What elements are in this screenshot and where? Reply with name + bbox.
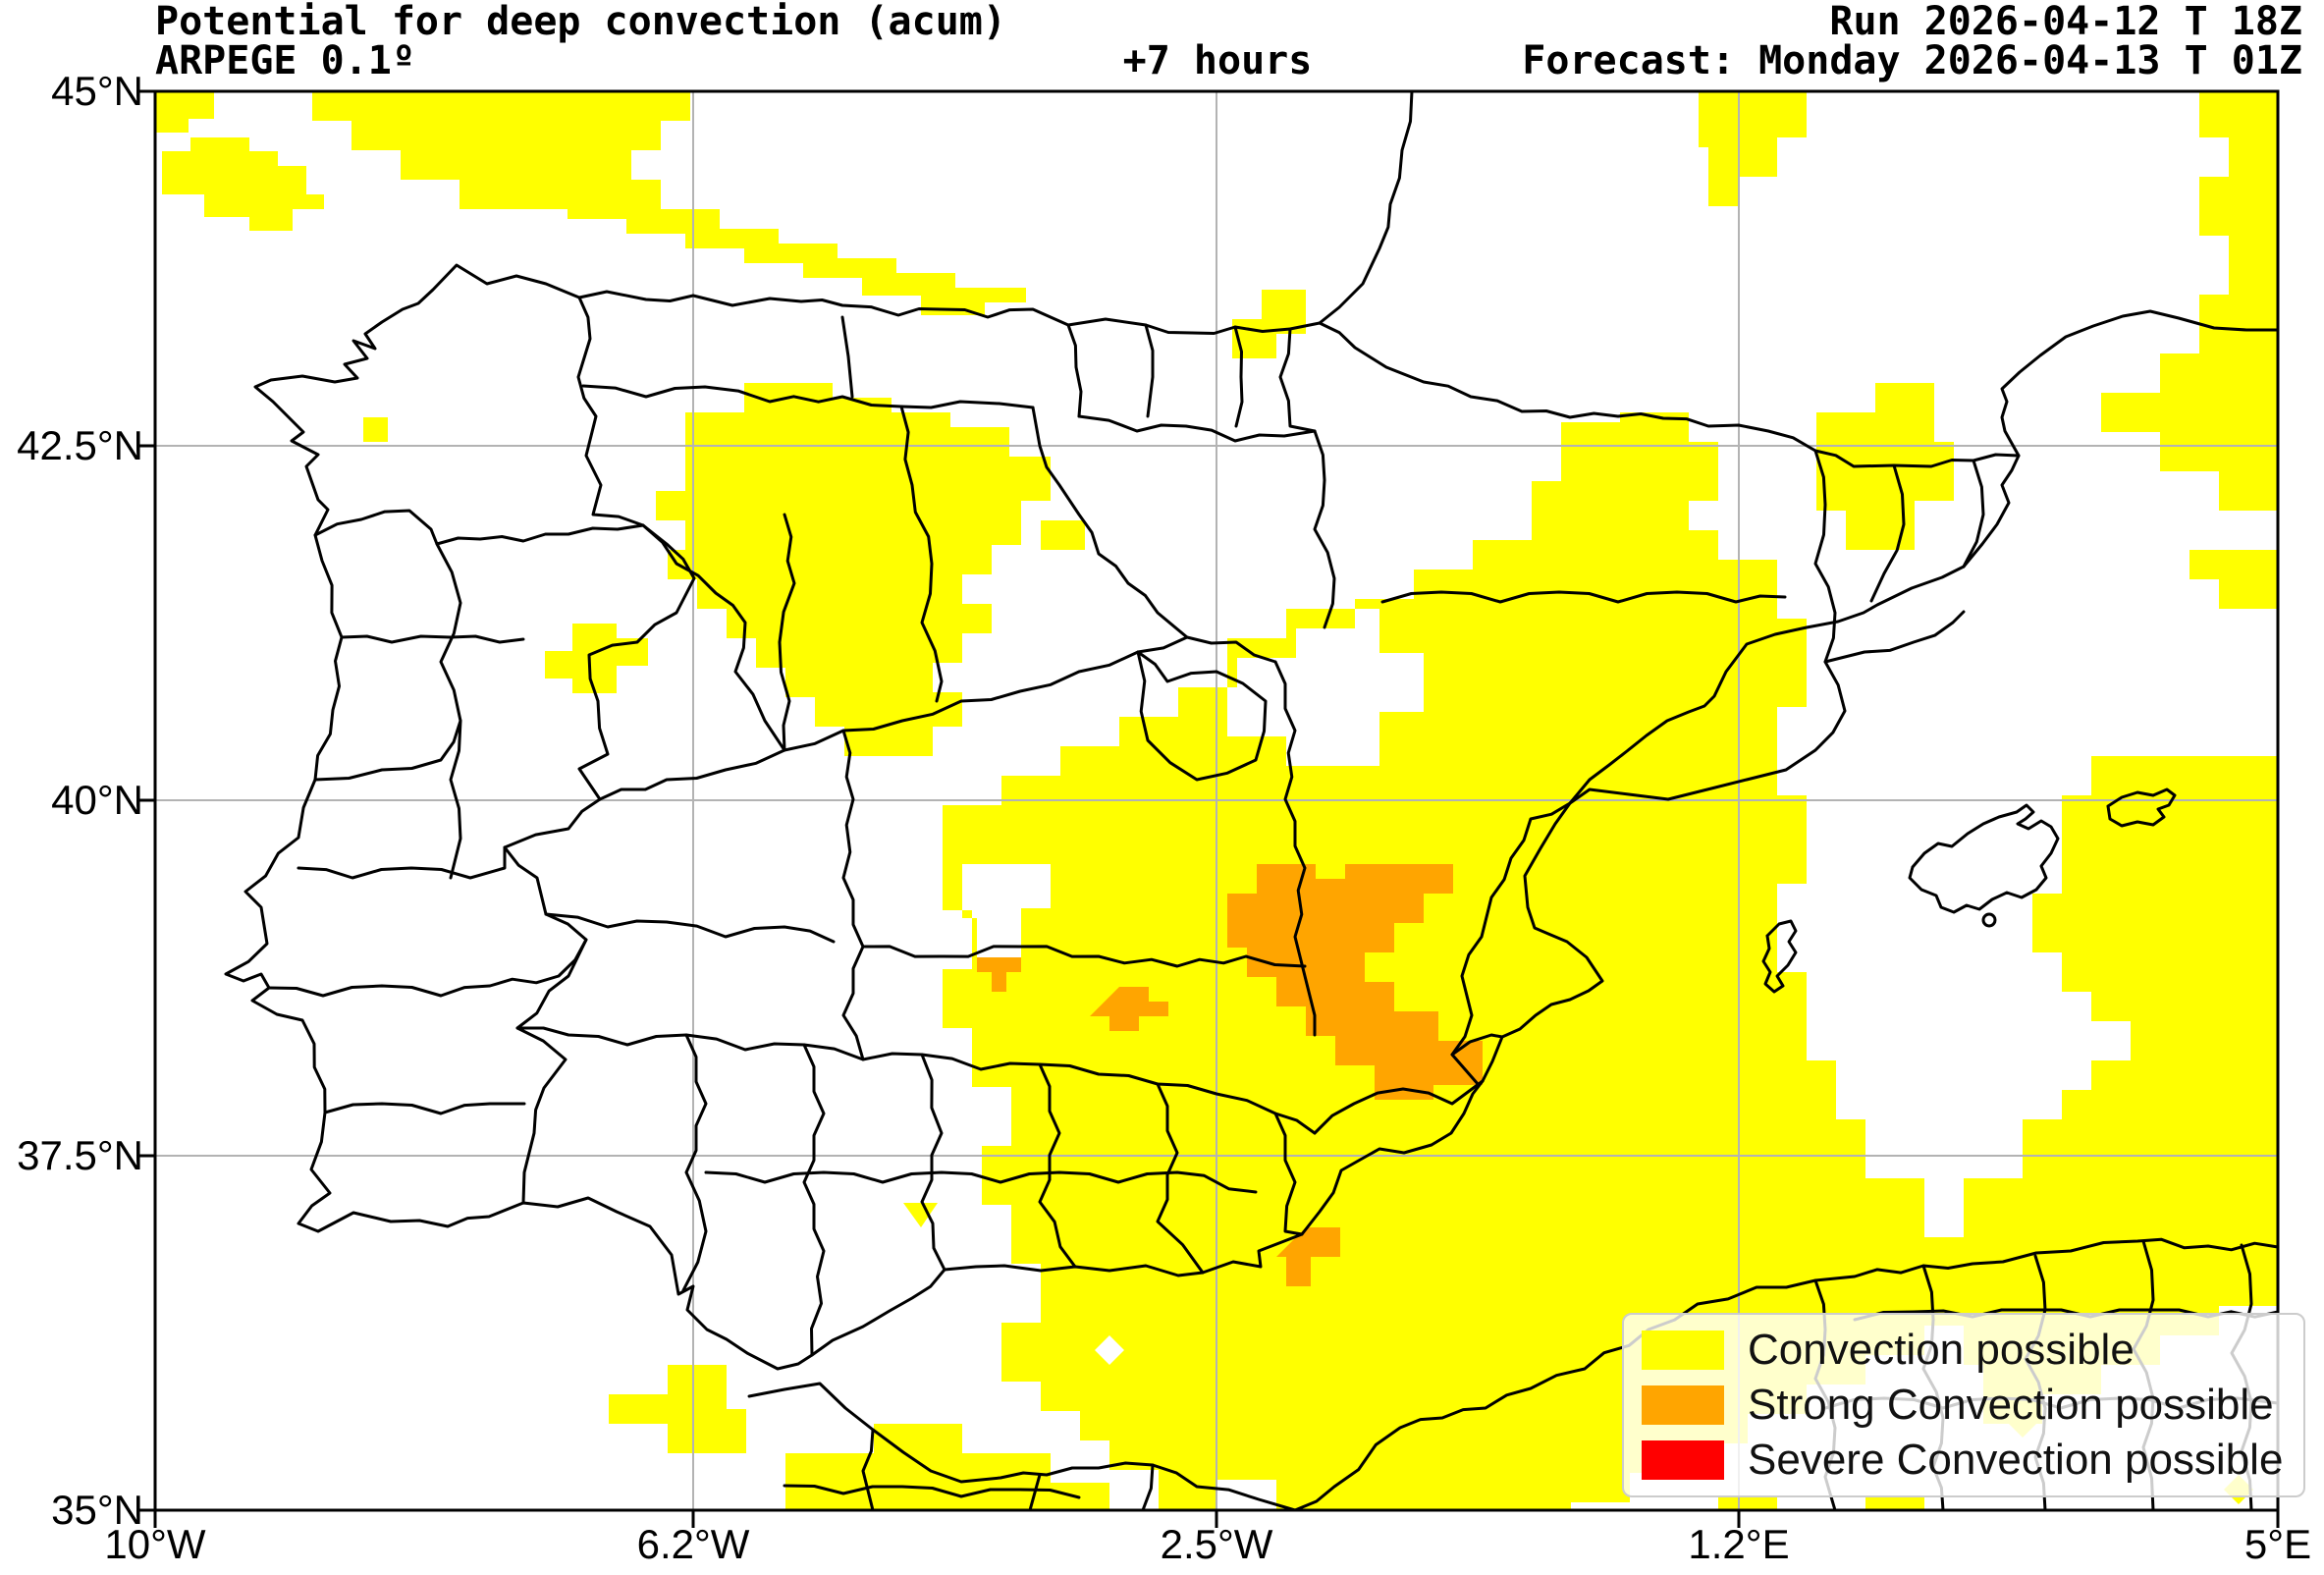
- y-tick-label: 35°N: [51, 1487, 143, 1533]
- legend-label: Convection possible: [1748, 1326, 2135, 1374]
- legend-item: Convection possible: [1642, 1327, 2286, 1374]
- axes-frame: [137, 89, 2280, 1528]
- legend-swatch: [1642, 1440, 1724, 1480]
- x-tick-label: 1.2°E: [1688, 1521, 1790, 1567]
- x-tick-label: 10°W: [104, 1521, 206, 1567]
- x-tick-label: 6.2°W: [636, 1521, 750, 1567]
- mallorca-island: [1908, 803, 2060, 914]
- ibiza-island: [1761, 919, 1798, 994]
- cabrera-island: [1981, 912, 1997, 928]
- balearic-islands: [1761, 788, 2177, 994]
- map-plot-area: [137, 89, 2280, 1528]
- forecast-timestamp: Forecast: Monday 2026-04-13 T 01Z: [1522, 38, 2302, 83]
- legend-item: Strong Convection possible: [1642, 1382, 2286, 1429]
- legend-label: Strong Convection possible: [1748, 1381, 2274, 1429]
- x-tick-label: 2.5°W: [1160, 1521, 1273, 1567]
- run-timestamp: Run 2026-04-12 T 18Z: [1829, 0, 2302, 44]
- province-borders: [267, 296, 2021, 1357]
- menorca-island: [2106, 788, 2177, 828]
- model-subtitle: ARPEGE 0.1º: [155, 38, 415, 83]
- lead-time-title: +7 hours: [1122, 38, 1313, 83]
- x-tick-label: 5°E: [2243, 1521, 2312, 1567]
- graticule-gridlines: [155, 91, 2278, 1510]
- y-tick-label: 45°N: [51, 68, 143, 114]
- legend-swatch: [1642, 1331, 1724, 1370]
- map-title: Potential for deep convection (acum): [155, 0, 1006, 44]
- convection-possible-area: [155, 91, 2278, 1510]
- legend-swatch: [1642, 1385, 1724, 1425]
- legend-item: Severe Convection possible: [1642, 1437, 2286, 1484]
- map-svg: [137, 89, 2280, 1528]
- legend-label: Severe Convection possible: [1748, 1436, 2284, 1484]
- strong-convection-area: [977, 864, 1483, 1286]
- y-tick-label: 37.5°N: [17, 1132, 143, 1178]
- y-tick-label: 40°N: [51, 777, 143, 823]
- map-legend: Convection possible Strong Convection pos…: [1622, 1313, 2305, 1497]
- y-tick-label: 42.5°N: [17, 422, 143, 468]
